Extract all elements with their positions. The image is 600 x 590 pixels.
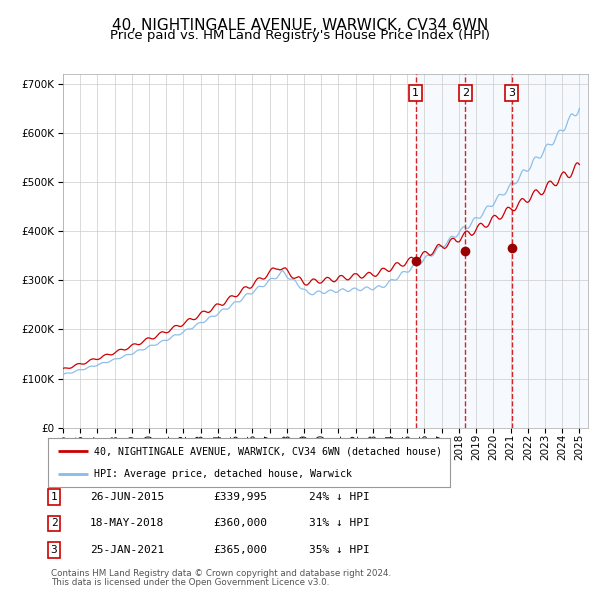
Text: 1: 1 [412, 88, 419, 98]
Text: Price paid vs. HM Land Registry's House Price Index (HPI): Price paid vs. HM Land Registry's House … [110, 30, 490, 42]
Text: 40, NIGHTINGALE AVENUE, WARWICK, CV34 6WN: 40, NIGHTINGALE AVENUE, WARWICK, CV34 6W… [112, 18, 488, 32]
Bar [416, 74, 588, 428]
Text: 18-MAY-2018: 18-MAY-2018 [90, 519, 164, 528]
Text: 2: 2 [50, 519, 58, 528]
Text: £339,995: £339,995 [213, 492, 267, 502]
Text: Contains HM Land Registry data © Crown copyright and database right 2024.: Contains HM Land Registry data © Crown c… [51, 569, 391, 578]
Text: HPI: Average price, detached house, Warwick: HPI: Average price, detached house, Warw… [94, 468, 352, 478]
Text: 31% ↓ HPI: 31% ↓ HPI [309, 519, 370, 528]
Text: 2: 2 [462, 88, 469, 98]
Text: 3: 3 [50, 545, 58, 555]
Text: 26-JUN-2015: 26-JUN-2015 [90, 492, 164, 502]
Text: 1: 1 [50, 492, 58, 502]
Text: £360,000: £360,000 [213, 519, 267, 528]
Text: This data is licensed under the Open Government Licence v3.0.: This data is licensed under the Open Gov… [51, 578, 329, 588]
Text: 3: 3 [508, 88, 515, 98]
Text: 35% ↓ HPI: 35% ↓ HPI [309, 545, 370, 555]
Text: 24% ↓ HPI: 24% ↓ HPI [309, 492, 370, 502]
Text: 25-JAN-2021: 25-JAN-2021 [90, 545, 164, 555]
Text: 40, NIGHTINGALE AVENUE, WARWICK, CV34 6WN (detached house): 40, NIGHTINGALE AVENUE, WARWICK, CV34 6W… [94, 447, 442, 457]
Text: £365,000: £365,000 [213, 545, 267, 555]
